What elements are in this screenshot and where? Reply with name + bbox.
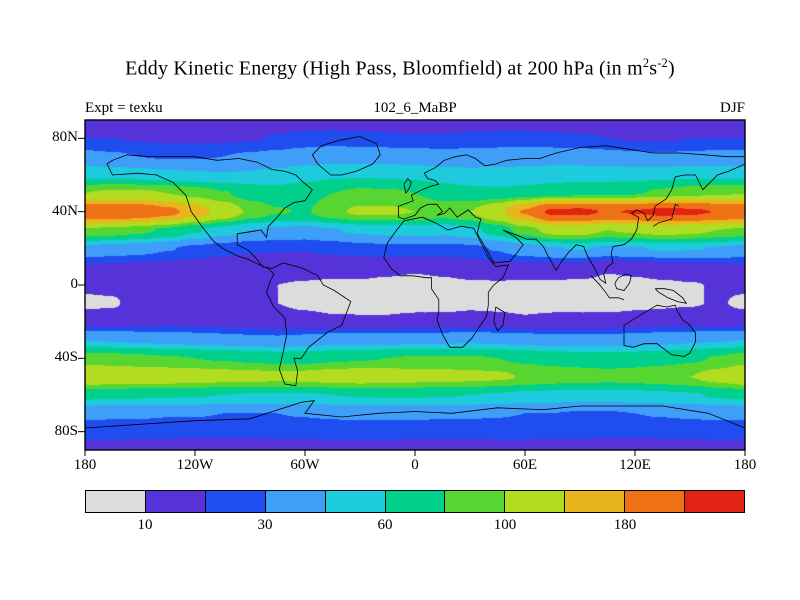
lon-tick-label: 0 <box>411 457 419 473</box>
plot-title: Eddy Kinetic Energy (High Pass, Bloomfie… <box>0 56 800 81</box>
map-panel <box>78 119 746 456</box>
lat-tick-label: 40N <box>52 202 78 219</box>
colorbar-tick-label: 30 <box>257 517 273 533</box>
colorbar-segment <box>684 491 744 512</box>
colorbar-segment <box>624 491 685 512</box>
colorbar-segment <box>444 491 505 512</box>
lon-tick-label: 120E <box>619 457 651 473</box>
colorbar-tick-label: 100 <box>493 517 517 533</box>
lat-tick-label: 80N <box>52 129 78 146</box>
lat-tick-label: 40S <box>54 349 78 366</box>
colorbar-tick-label: 10 <box>137 517 153 533</box>
colorbar-segment <box>564 491 625 512</box>
colorbar-tick-label: 60 <box>377 517 393 533</box>
colorbar <box>85 490 745 513</box>
colorbar-segment <box>384 491 445 512</box>
title-unit-s: s <box>649 57 658 80</box>
run-id-label: 102_6_MaBP <box>373 100 457 116</box>
season-label: DJF <box>719 100 745 116</box>
lon-tick-label: 60E <box>512 457 538 473</box>
colorbar-segment <box>86 491 145 512</box>
colorbar-segment <box>144 491 205 512</box>
lon-tick-label: 120W <box>176 457 214 473</box>
title-superscript-2: 2 <box>642 56 650 70</box>
title-superscript-minus2: -2 <box>657 56 668 70</box>
lon-tick-label: 180 <box>73 457 97 473</box>
title-suffix: ) <box>667 57 675 80</box>
lon-tick-label: 60W <box>290 457 320 473</box>
colorbar-segment <box>264 491 325 512</box>
contour-fill-field <box>85 120 745 450</box>
lat-tick-label: 0 <box>70 276 79 292</box>
colorbar-tick-label: 180 <box>613 517 637 533</box>
title-prefix: Eddy Kinetic Energy (High Pass, Bloomfie… <box>125 57 643 80</box>
experiment-label: Expt = texku <box>85 100 163 116</box>
lon-tick-label: 180 <box>733 457 757 473</box>
lat-tick-label: 80S <box>54 422 78 439</box>
colorbar-segment <box>204 491 265 512</box>
colorbar-segment <box>324 491 385 512</box>
colorbar-segment <box>504 491 565 512</box>
